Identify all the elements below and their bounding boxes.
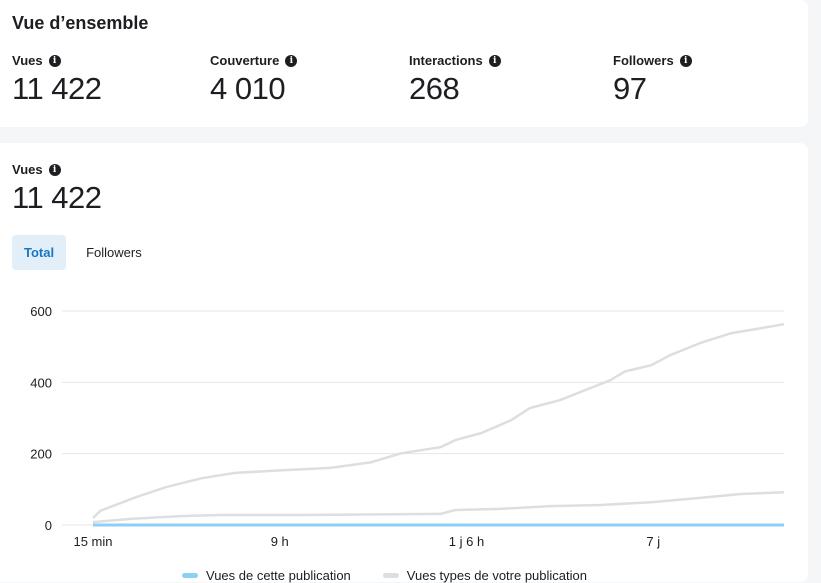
legend-swatch [382,573,399,578]
views-chart: 0 200 400 600 15 min 9 h 1 j 6 h 7 j [30,304,785,549]
metric-views: Vues i 11 422 [12,53,102,107]
info-icon[interactable]: i [48,54,61,67]
metric-label: Followers [613,53,674,68]
metric-label: Vues [12,53,43,68]
views-value: 11 422 [12,180,102,215]
metric-interactions: Interactions i 268 [409,53,501,107]
y-tick-label: 600 [30,304,52,319]
chart-legend: Vues de cette publication Vues types de … [182,568,587,583]
info-icon[interactable]: i [48,163,61,176]
y-tick-label: 200 [30,447,52,462]
x-tick-label: 9 h [271,534,289,549]
views-label: Vues [12,162,43,177]
metric-label: Couverture [210,53,280,68]
info-icon[interactable]: i [679,54,692,67]
views-card: Vues i 11 422 Total Followers [0,143,808,582]
legend-item-typical[interactable]: Vues types de votre publication [382,568,587,583]
x-tick-label: 15 min [73,534,112,549]
legend-label: Vues de cette publication [206,568,351,583]
metric-value: 268 [409,71,460,106]
metric-label: Interactions [409,53,483,68]
info-icon[interactable]: i [488,54,501,67]
tab-followers[interactable]: Followers [86,245,142,260]
x-tick-label: 1 j 6 h [449,534,484,549]
y-tick-label: 400 [30,375,52,390]
metric-reach: Couverture i 4 010 [210,53,298,107]
legend-item-this-post[interactable]: Vues de cette publication [182,568,351,583]
legend-label: Vues types de votre publication [406,568,587,583]
views-metric: Vues i 11 422 [12,162,102,216]
metric-followers: Followers i 97 [613,53,692,107]
views-tabs: Total Followers [12,235,154,270]
metric-value: 4 010 [210,71,286,106]
y-tick-label: 0 [45,518,52,533]
metric-value: 97 [613,71,647,106]
legend-swatch [182,573,198,578]
info-icon[interactable]: i [285,54,298,67]
x-tick-label: 7 j [646,534,660,549]
overview-title: Vue d’ensemble [12,13,149,33]
overview-card: Vue d’ensemble Vues i 11 422 Couverture i … [0,0,808,127]
series-line [92,322,785,519]
tab-total[interactable]: Total [12,235,67,270]
metric-value: 11 422 [12,71,102,106]
series-line [92,490,785,524]
